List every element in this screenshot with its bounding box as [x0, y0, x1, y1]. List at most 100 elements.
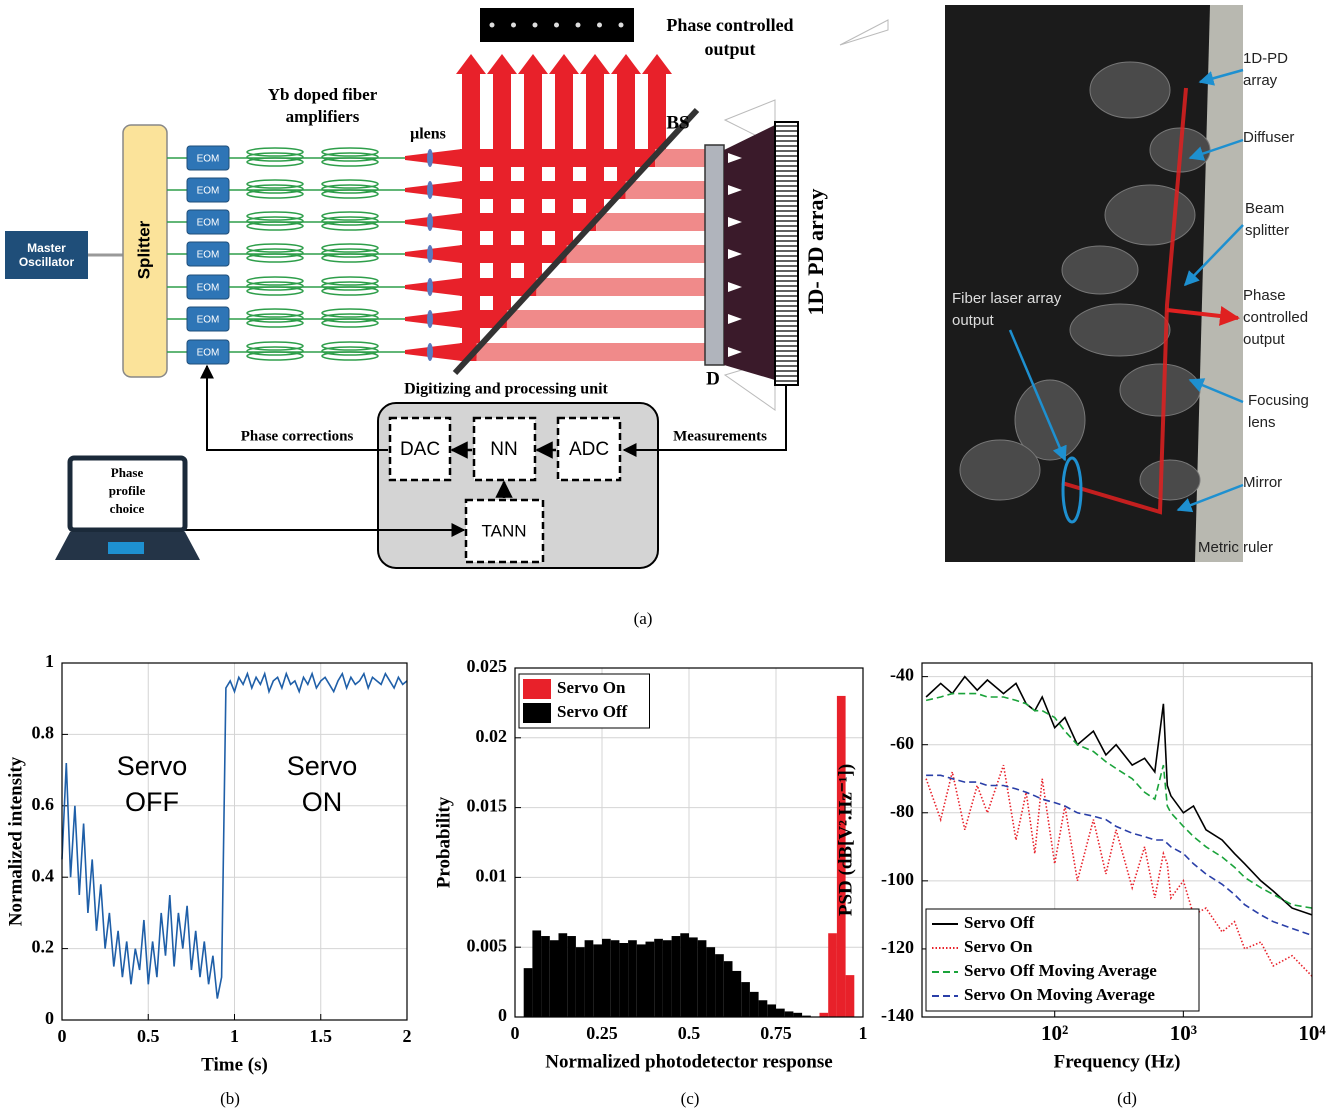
x-tick-label: 0.5: [137, 1026, 160, 1046]
output-spot: [554, 22, 559, 28]
fiber-coil: [321, 308, 379, 318]
photo-label: Fiber laser array output: [952, 290, 1062, 329]
y-axis-label: Normalized intensity: [5, 756, 26, 926]
beam-cone: [405, 343, 462, 361]
module-box: [388, 416, 452, 482]
y-tick-label: -120: [881, 937, 914, 957]
optic-mount: [1119, 363, 1201, 417]
speckle-cone: [728, 217, 742, 227]
series-line: [925, 692, 1313, 909]
eom-label: EOM: [197, 154, 220, 165]
annotation: Servo OFF: [116, 751, 188, 817]
eom-label: EOM: [197, 348, 220, 359]
fiber-coil: [321, 248, 379, 258]
x-tick-label: 2: [403, 1026, 412, 1046]
y-tick-label: 0: [498, 1005, 507, 1025]
x-tick-label: 10³: [1170, 1021, 1197, 1045]
histogram-bar: [602, 938, 611, 1017]
optic-mount: [1104, 184, 1196, 246]
beam: [460, 149, 656, 167]
nn-label: NN: [490, 439, 517, 460]
y-tick-label: 0.01: [476, 866, 508, 886]
beam-splitter: [452, 107, 700, 376]
y-tick-label: 0.8: [32, 723, 55, 743]
fiber-coil: [321, 346, 379, 356]
legend-label: Servo On: [557, 678, 626, 697]
output-spot: [489, 22, 495, 28]
histogram-bar: [741, 982, 750, 1017]
histogram-bar: [532, 930, 542, 1017]
y-tick-label: 1: [45, 651, 54, 671]
series-line: [61, 671, 408, 999]
fiber-coil: [321, 152, 379, 162]
fiber-coil: [321, 147, 379, 157]
splitter-box: [122, 124, 168, 378]
fiber-coil: [321, 189, 379, 199]
fiber-coil: [321, 313, 379, 323]
outline-shape: [839, 19, 889, 46]
beam-cone: [405, 310, 462, 328]
adc-label: ADC: [569, 439, 609, 460]
fiber-coil: [246, 313, 304, 323]
y-tick-label: 0: [45, 1008, 54, 1028]
optic-mount: [1061, 245, 1139, 295]
y-tick-label: -100: [881, 869, 914, 889]
histogram-bar: [836, 695, 846, 1017]
dac-label: DAC: [400, 439, 440, 460]
master-oscillator: Master Oscillator: [5, 231, 88, 279]
diffuser-label: D: [706, 368, 720, 389]
tann-label: TANN: [481, 521, 526, 540]
fiber-coil: [246, 248, 304, 258]
beam: [460, 245, 567, 263]
histogram-bar: [619, 943, 629, 1017]
caption: (d): [1117, 1089, 1137, 1108]
beam-arrowhead: [611, 54, 641, 74]
beam-arrowhead: [642, 54, 672, 74]
output-spot: [511, 22, 516, 28]
photo-label: Phase controlled output: [1243, 287, 1309, 348]
microlens: [427, 213, 433, 231]
fiber-coil: [246, 318, 304, 328]
x-axis-label: Frequency (Hz): [1054, 1051, 1181, 1072]
microlens: [427, 181, 433, 199]
fiber-coil: [321, 351, 379, 361]
fiber-coil: [321, 216, 379, 226]
beam-arrowhead: [549, 54, 579, 74]
legend-label: Servo Off Moving Average: [964, 961, 1157, 980]
vertical-beam: [648, 72, 666, 156]
microlens: [427, 245, 433, 263]
transmitted-beam: [655, 149, 705, 167]
photo-label: Mirror: [1243, 474, 1283, 491]
x-tick-label: 10²: [1041, 1021, 1068, 1045]
histogram-bar: [593, 944, 602, 1017]
x-axis-label: Normalized photodetector response: [545, 1051, 832, 1072]
fiber-coil: [246, 152, 304, 162]
annotation: Servo ON: [286, 751, 358, 817]
transmitted-beam: [506, 310, 705, 328]
transmitted-beam: [476, 343, 705, 361]
y-tick-label: 0.025: [467, 656, 508, 676]
pointer: [1008, 329, 1067, 462]
y-tick-label: 0.6: [32, 794, 55, 814]
fiber-coil: [321, 318, 379, 328]
microlens: [427, 149, 433, 167]
amplifiers-label: Yb doped fiber amplifiers: [267, 85, 378, 126]
histogram-bar: [784, 1011, 794, 1017]
fiber-coil: [321, 221, 379, 231]
beam-cone: [405, 149, 462, 167]
histogram-bar: [715, 954, 724, 1017]
fiber-coil: [246, 346, 304, 356]
plot-frame: [921, 662, 1313, 1018]
histogram-bar: [845, 975, 855, 1017]
legend-swatch: [523, 703, 551, 723]
fiber-coil: [246, 216, 304, 226]
y-tick-label: 0.2: [32, 937, 55, 957]
y-tick-label: -80: [890, 801, 914, 821]
output-spot: [532, 22, 538, 28]
eom-label: EOM: [197, 250, 220, 261]
legend-box: [925, 908, 1200, 1012]
beam-arrowhead: [487, 54, 517, 74]
fiber-coil: [321, 211, 379, 221]
output-beam: [1166, 306, 1240, 326]
